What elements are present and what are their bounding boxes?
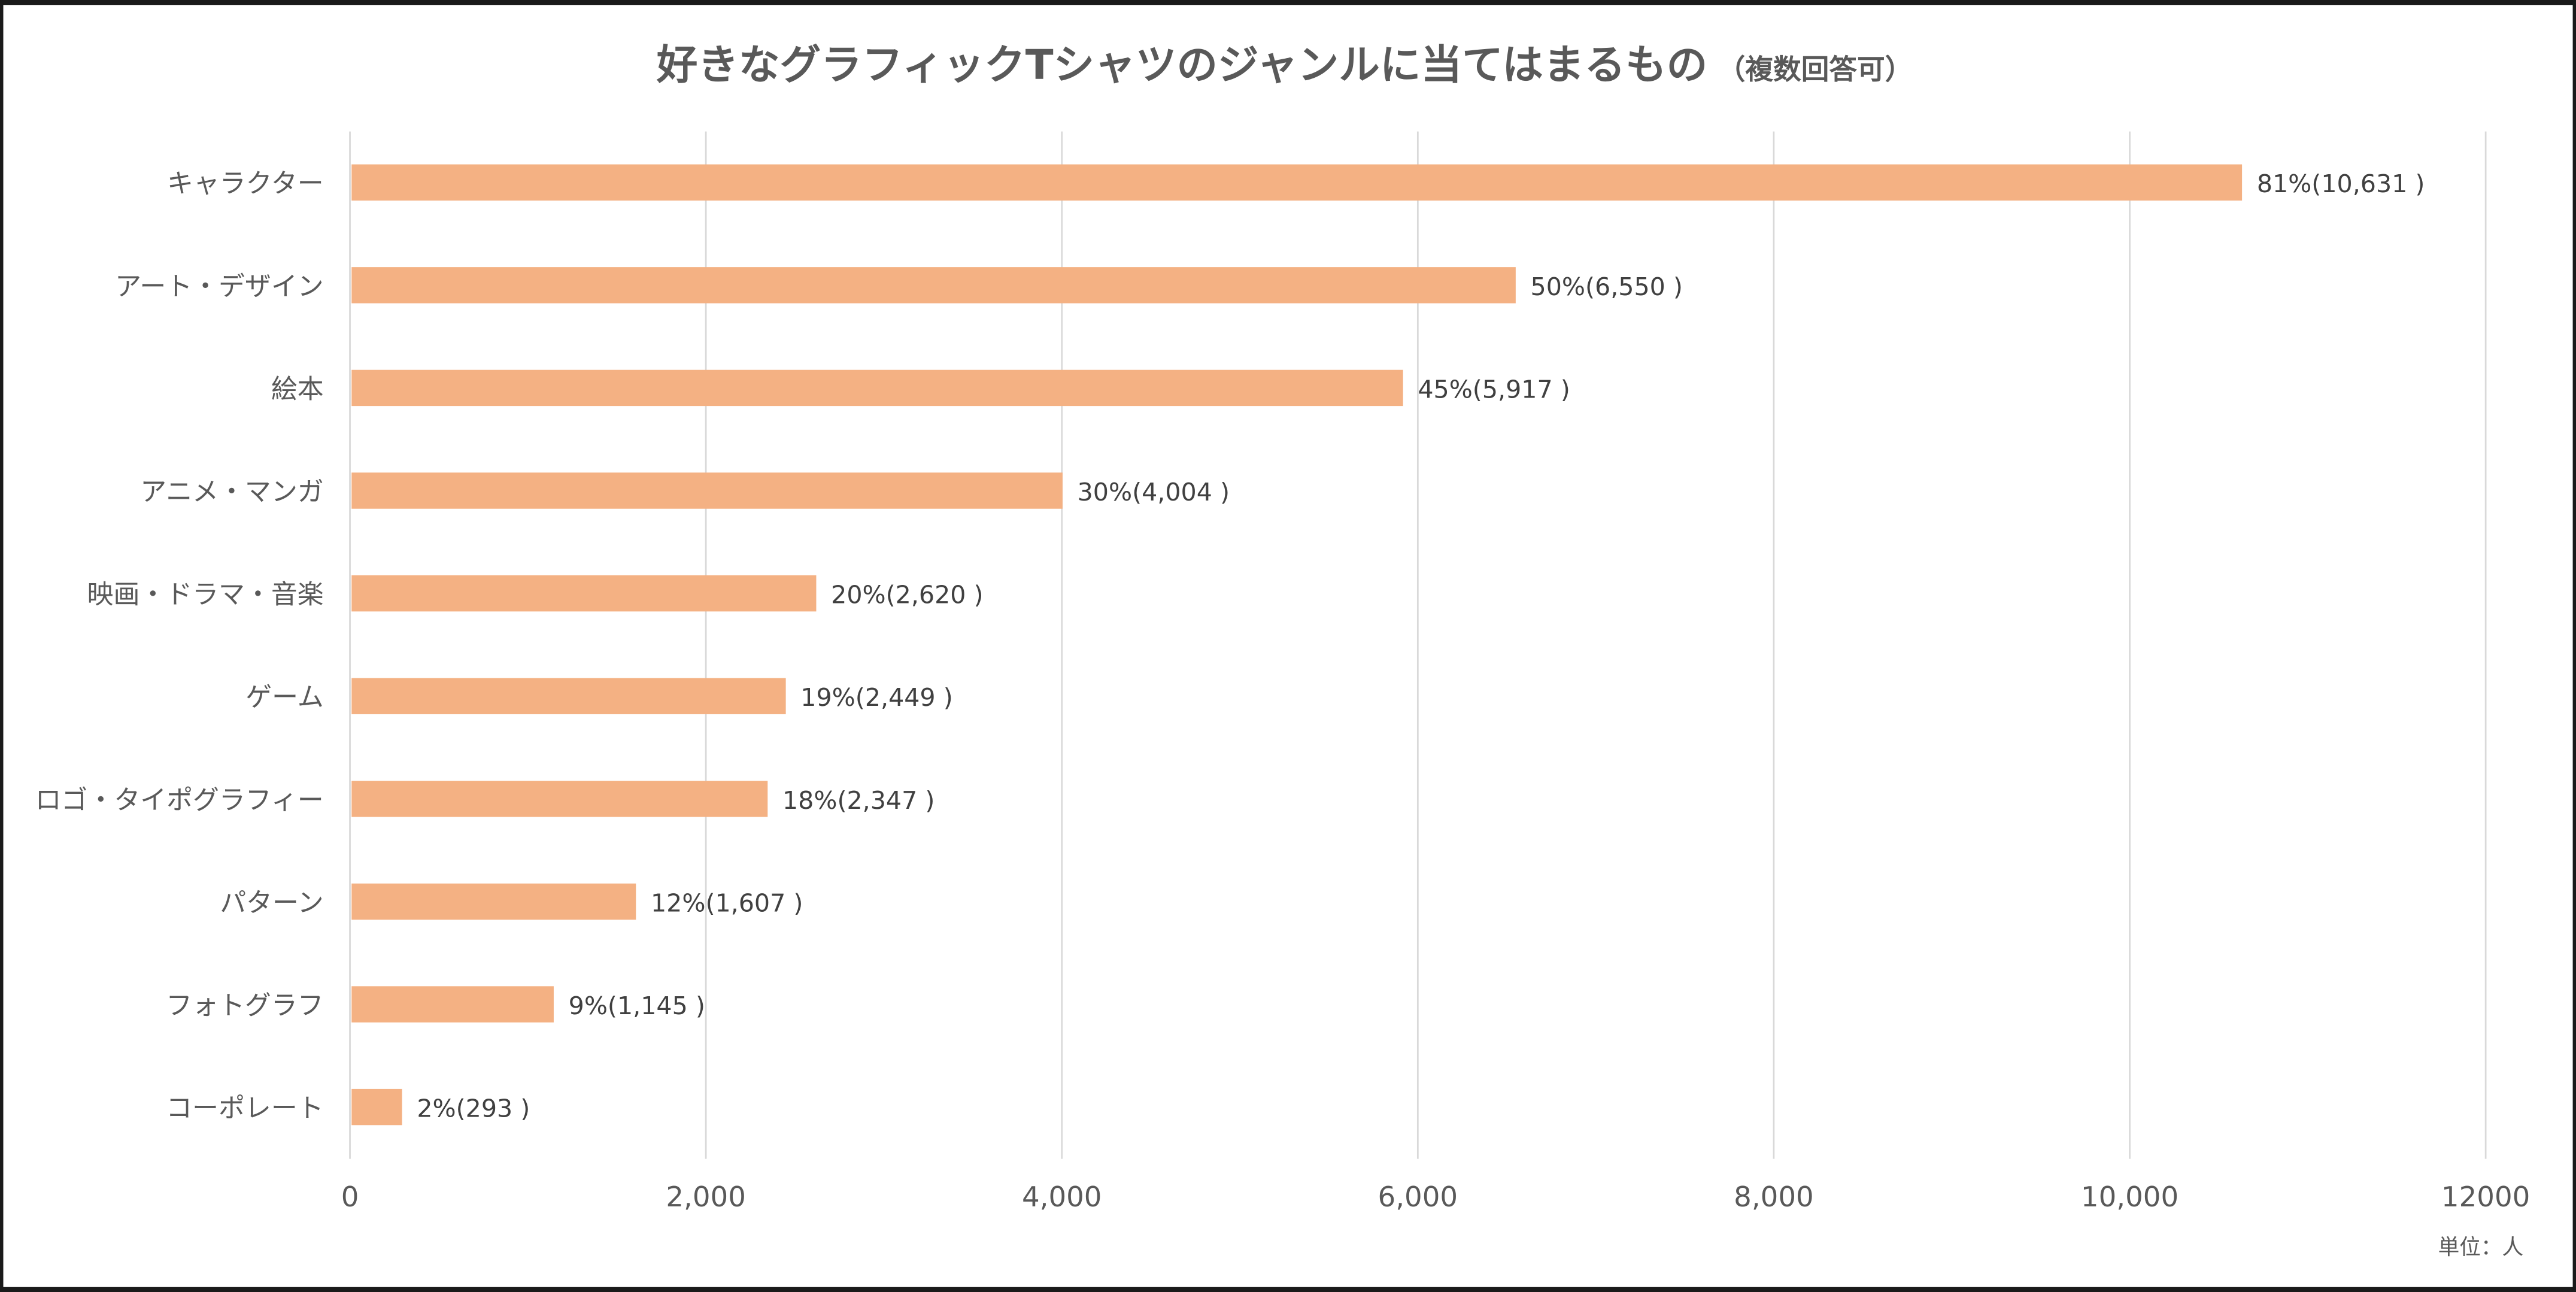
data-label: 2%(293 ) — [417, 1094, 530, 1123]
bar — [351, 1088, 402, 1126]
data-label: 12%(1,607 ) — [651, 888, 803, 917]
bar — [351, 678, 786, 714]
bar — [351, 472, 1063, 509]
category-label: コーポレート — [166, 1093, 323, 1124]
category-label: キャラクター — [167, 168, 324, 199]
data-label: 9%(1,145 ) — [569, 991, 705, 1020]
x-tick-label: 10,000 — [2081, 1181, 2178, 1214]
bar — [351, 986, 554, 1023]
category-labels: キャラクターアート・デザイン絵本アニメ・マンガ映画・ドラマ・音楽ゲームロゴ・タイ… — [35, 168, 324, 1123]
svg-text:好きなグラフィックTシャツのジャンルに当てはまるもの（複数回: 好きなグラフィックTシャツのジャンルに当てはまるもの （複数回答可） — [656, 41, 1913, 89]
bar — [351, 781, 768, 817]
x-tick-label: 2,000 — [666, 1181, 746, 1214]
data-label: 20%(2,620 ) — [831, 581, 983, 609]
data-label: 30%(4,004 ) — [1078, 478, 1230, 507]
data-label: 45%(5,917 ) — [1418, 375, 1570, 404]
chart-title: 好きなグラフィックTシャツのジャンルに当てはまるもの — [656, 41, 1707, 89]
chart-subtitle: （複数回答可） — [1718, 54, 1913, 86]
bar — [351, 369, 1403, 407]
x-tick-label: 12000 — [2441, 1181, 2530, 1214]
x-tick-label: 4,000 — [1022, 1181, 1102, 1214]
data-label: 18%(2,347 ) — [782, 786, 934, 815]
data-label: 19%(2,449 ) — [800, 683, 952, 712]
category-label: 絵本 — [271, 374, 324, 404]
bar — [351, 575, 817, 612]
unit-note: 単位：人 — [2438, 1235, 2524, 1260]
category-label: アート・デザイン — [115, 271, 324, 302]
category-label: アニメ・マンガ — [140, 477, 323, 507]
bar — [351, 267, 1516, 304]
category-label: フォトグラフ — [166, 990, 323, 1021]
x-tick-label: 0 — [341, 1181, 359, 1214]
category-label: パターン — [220, 887, 323, 918]
category-label: 映画・ドラマ・音楽 — [87, 580, 324, 610]
data-labels: 81%(10,631 ) 50%(6,550 ) 45%(5,917 ) 30%(4,… — [417, 169, 2425, 1123]
x-axis-tick-labels: 0 2,000 4,000 6,000 8,000 10,000 12000 — [341, 1181, 2531, 1214]
category-label: ロゴ・タイポグラフィー — [35, 785, 324, 815]
x-tick-label: 6,000 — [1378, 1181, 1458, 1214]
bar — [351, 883, 636, 920]
chart-title-group: 好きなグラフィックTシャツのジャンルに当てはまるもの （複数回答可） — [656, 41, 1913, 89]
category-label: ゲーム — [245, 682, 323, 712]
bars — [351, 164, 2243, 1126]
bar — [351, 164, 2243, 201]
x-tick-label: 8,000 — [1734, 1181, 1814, 1214]
data-label: 50%(6,550 ) — [1531, 272, 1683, 301]
bar-chart: 好きなグラフィックTシャツのジャンルに当てはまるもの （複数回答可） キャラクター… — [35, 41, 2531, 1260]
data-label: 81%(10,631 ) — [2257, 169, 2425, 198]
